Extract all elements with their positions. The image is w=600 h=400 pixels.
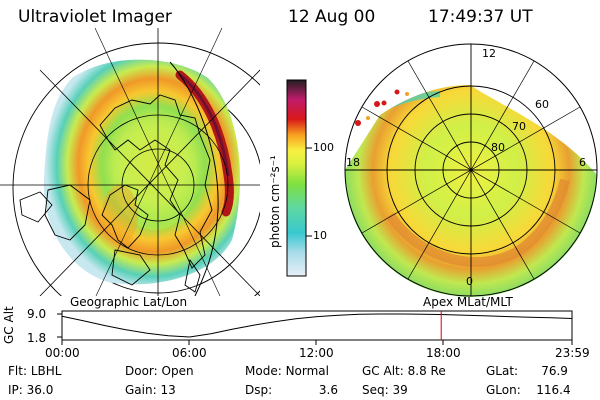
altitude-curve [61,313,573,338]
mlt-label-12: 12 [482,47,496,60]
mlat-label-70: 70 [512,120,526,133]
polar-image [344,43,598,297]
geographic-image [0,28,260,296]
status-ip: IP: 36.0 [8,383,54,397]
observation-time: 17:49:37 UT [428,7,533,27]
polar-panel-label: Apex MLat/MLT [423,295,513,309]
mlat-label-80: 80 [491,141,505,154]
altitude-plot [57,310,573,345]
geo-panel-label: Geographic Lat/Lon [70,295,188,309]
altitude-xtick-1: 06:00 [172,346,207,360]
status-mode: Mode: Normal [245,364,329,378]
altitude-xtick-2: 12:00 [299,346,334,360]
mlat-label-60: 60 [535,98,549,111]
colorbar-tick-10: 10 [313,229,327,242]
status-glat: GLat: 76.9 [486,364,568,378]
instrument-title: Ultraviolet Imager [18,7,172,27]
observation-date: 12 Aug 00 [288,7,376,27]
mlt-label-18: 18 [346,156,360,169]
mlt-label-6: 6 [579,156,586,169]
colorbar [286,79,307,277]
status-seq: Seq: 39 [362,383,408,397]
altitude-xtick-0: 00:00 [45,346,80,360]
status-dsp: Dsp: 3.6 [245,383,338,397]
altitude-ytick-low: 1.8 [27,331,47,345]
status-door: Door: Open [125,364,194,378]
altitude-xtick-4: 23:59 [555,346,590,360]
status-glon: GLon: 116.4 [486,383,571,397]
altitude-xtick-3: 18:00 [426,346,461,360]
colorbar-tick-100: 100 [313,141,334,154]
altitude-ylabel: GC Alt [2,306,16,344]
status-gc-alt: GC Alt: 8.8 Re [362,364,446,378]
status-filter: Flt: LBHL [8,364,62,378]
mlt-label-0: 0 [466,275,473,288]
altitude-ytick-high: 9.0 [27,307,47,321]
colorbar-unit-label: photon cm⁻²s⁻¹ [268,155,282,248]
status-gain: Gain: 13 [125,383,176,397]
